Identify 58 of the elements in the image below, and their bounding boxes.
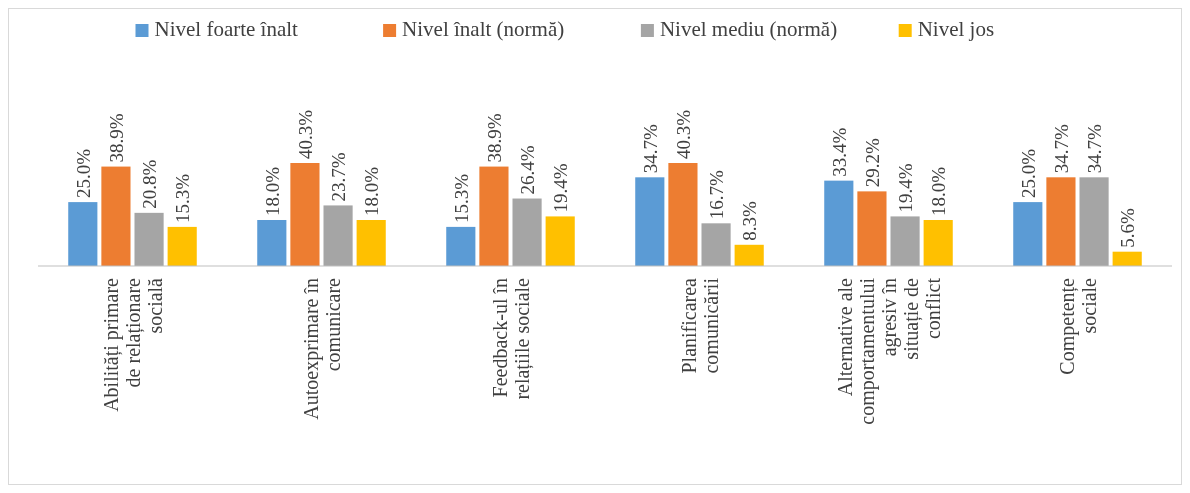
legend-label: Nivel înalt (normă) bbox=[402, 17, 565, 41]
data-label: 15.3% bbox=[450, 173, 472, 223]
bar bbox=[446, 226, 476, 266]
bar bbox=[1079, 177, 1109, 266]
data-label: 34.7% bbox=[1050, 124, 1072, 174]
data-label: 23.7% bbox=[328, 152, 350, 202]
x-tick-label: Planificarea comunicării bbox=[677, 277, 722, 374]
legend-label: Nivel jos bbox=[917, 17, 995, 41]
bar bbox=[1112, 251, 1142, 266]
bar bbox=[356, 220, 386, 266]
bar bbox=[134, 212, 164, 266]
data-label: 18.0% bbox=[261, 166, 283, 216]
bar bbox=[323, 205, 353, 266]
data-label: 25.0% bbox=[72, 148, 94, 199]
legend-label: Nivel foarte înalt bbox=[154, 17, 299, 41]
x-tick-label: Alternative ale comportamentului agresiv în situație de conflict bbox=[833, 277, 944, 425]
bar bbox=[857, 191, 887, 266]
data-label: 8.3% bbox=[739, 201, 761, 241]
data-label: 18.0% bbox=[361, 166, 383, 216]
bar bbox=[923, 220, 953, 266]
bar bbox=[1013, 202, 1043, 266]
data-label: 34.7% bbox=[639, 124, 661, 174]
legend-label: Nivel mediu (normă) bbox=[659, 17, 838, 41]
data-label: 33.4% bbox=[828, 127, 850, 177]
bar bbox=[101, 166, 131, 266]
data-label: 29.2% bbox=[861, 138, 883, 188]
x-tick-label: Abilități primare de relaționare socială bbox=[99, 277, 166, 412]
data-label: 16.7% bbox=[706, 170, 728, 220]
bar bbox=[701, 223, 731, 266]
bar bbox=[824, 180, 854, 266]
bar bbox=[290, 163, 320, 266]
bar bbox=[512, 198, 542, 266]
data-label: 26.4% bbox=[517, 145, 539, 195]
data-label: 38.9% bbox=[483, 113, 505, 163]
bar bbox=[545, 216, 575, 266]
bar bbox=[890, 216, 920, 266]
bar bbox=[668, 163, 698, 266]
data-label: 19.4% bbox=[550, 163, 572, 213]
x-tick-label: Competențe sociale bbox=[1055, 277, 1100, 375]
bar bbox=[167, 226, 197, 266]
data-label: 25.0% bbox=[1017, 148, 1039, 199]
x-tick-label: Feedback-ul în relațiile sociale bbox=[488, 277, 534, 400]
bar bbox=[257, 220, 287, 266]
data-label: 34.7% bbox=[1084, 124, 1106, 174]
bar bbox=[734, 244, 764, 266]
x-tick-label: Autoexprimare în comunicare bbox=[299, 277, 344, 420]
data-label: 40.3% bbox=[294, 109, 316, 159]
data-label: 19.4% bbox=[895, 163, 917, 213]
data-label: 20.8% bbox=[139, 159, 161, 209]
bar bbox=[68, 202, 98, 266]
data-label: 18.0% bbox=[928, 166, 950, 216]
data-label: 40.3% bbox=[672, 109, 694, 159]
bar bbox=[635, 177, 665, 266]
bar bbox=[479, 166, 509, 266]
data-label: 5.6% bbox=[1117, 207, 1139, 248]
bar bbox=[1046, 177, 1076, 266]
data-label: 15.3% bbox=[172, 173, 194, 223]
data-label: 38.9% bbox=[105, 113, 127, 163]
